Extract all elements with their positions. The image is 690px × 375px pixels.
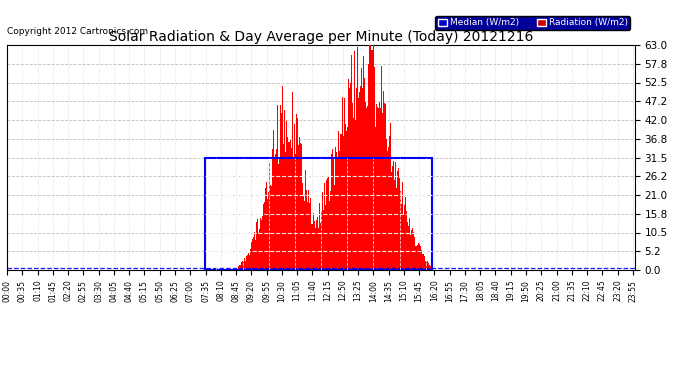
- Title: Solar Radiation & Day Average per Minute (Today) 20121216: Solar Radiation & Day Average per Minute…: [108, 30, 533, 44]
- Bar: [206, 158, 432, 270]
- Legend: Median (W/m2), Radiation (W/m2): Median (W/m2), Radiation (W/m2): [435, 16, 630, 30]
- Text: Copyright 2012 Cartronics.com: Copyright 2012 Cartronics.com: [7, 27, 148, 36]
